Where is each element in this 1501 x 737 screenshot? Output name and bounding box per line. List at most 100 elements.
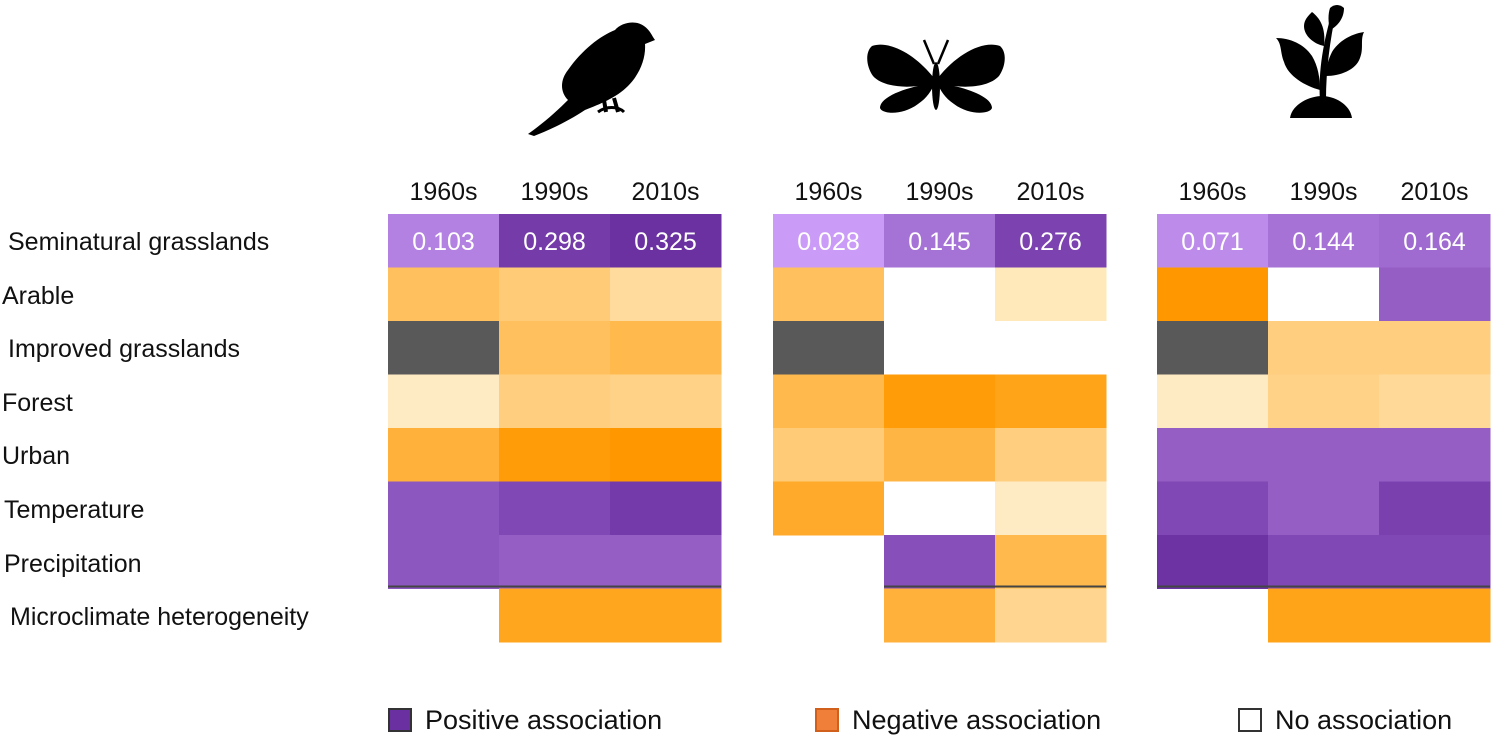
row-label-seminatural-grasslands: Seminatural grasslands — [8, 228, 270, 256]
birds-cell-2-0 — [388, 321, 500, 375]
plants-cell-0-2 — [1379, 214, 1491, 268]
plants-header-2010s: 2010s — [1400, 178, 1468, 206]
bird-icon — [528, 22, 655, 136]
birds-cell-3-2 — [610, 374, 722, 429]
plants-cell-6-1 — [1268, 535, 1380, 589]
birds-header-2010s: 2010s — [631, 178, 699, 206]
plants-cell-7-1 — [1268, 588, 1380, 643]
plants-cell-3-1 — [1268, 374, 1380, 429]
plants-cell-6-0 — [1157, 535, 1269, 589]
plants-cell-5-1 — [1268, 481, 1380, 536]
legend-label-none: No association — [1275, 704, 1453, 735]
plants-cell-7-2 — [1379, 588, 1491, 643]
plants-cell-label-0-1: 0.144 — [1292, 228, 1355, 256]
butterflies-cell-2-2 — [995, 321, 1107, 375]
row-label-temperature: Temperature — [4, 496, 145, 524]
plants-header-1960s: 1960s — [1178, 178, 1246, 206]
butterflies-header-1990s: 1990s — [905, 178, 973, 206]
birds-cell-3-1 — [499, 374, 611, 429]
legend-label-negative: Negative association — [852, 704, 1102, 735]
row-label-urban: Urban — [2, 442, 71, 470]
row-label-precipitation: Precipitation — [4, 550, 142, 578]
row-label-forest: Forest — [2, 389, 73, 417]
butterflies-cell-7-1 — [884, 588, 996, 643]
plants-cell-6-2 — [1379, 535, 1491, 589]
butterflies-cell-4-2 — [995, 428, 1107, 482]
legend-negative: Negative association — [815, 704, 1101, 736]
row-label-improved-grasslands: Improved grasslands — [8, 335, 241, 363]
row-label-arable: Arable — [2, 282, 75, 310]
butterflies-cell-3-0 — [773, 374, 885, 429]
butterfly-icon — [867, 39, 1005, 113]
plants-cell-1-0 — [1157, 267, 1269, 322]
legend-none: No association — [1238, 704, 1452, 736]
plants-cell-0-0 — [1157, 214, 1269, 268]
plant-icon — [1276, 5, 1364, 118]
birds-cell-1-2 — [610, 267, 722, 322]
legend-swatch-none — [1238, 708, 1262, 732]
legend-positive: Positive association — [388, 704, 662, 736]
birds-cell-0-2 — [610, 214, 722, 268]
birds-cell-label-0-2: 0.325 — [634, 228, 697, 256]
plants-cell-2-0 — [1157, 321, 1269, 375]
butterflies-cell-3-2 — [995, 374, 1107, 429]
butterflies-header-2010s: 2010s — [1016, 178, 1084, 206]
plants-cell-5-0 — [1157, 481, 1269, 536]
butterflies-cell-6-1 — [884, 535, 996, 589]
birds-cell-4-2 — [610, 428, 722, 482]
birds-cell-1-1 — [499, 267, 611, 322]
birds-cell-4-1 — [499, 428, 611, 482]
plants-cell-4-2 — [1379, 428, 1491, 482]
birds-cell-6-1 — [499, 535, 611, 589]
butterflies-cell-0-2 — [995, 214, 1107, 268]
butterflies-cell-label-0-2: 0.276 — [1019, 228, 1082, 256]
butterflies-cell-4-1 — [884, 428, 996, 482]
plants-cell-3-2 — [1379, 374, 1491, 429]
butterflies-cell-1-0 — [773, 267, 885, 322]
butterflies-cell-label-0-0: 0.028 — [797, 228, 860, 256]
birds-cell-0-0 — [388, 214, 500, 268]
birds-cell-5-2 — [610, 481, 722, 536]
birds-cell-0-1 — [499, 214, 611, 268]
plants-cell-label-0-0: 0.071 — [1181, 228, 1244, 256]
birds-cell-5-1 — [499, 481, 611, 536]
birds-cell-6-2 — [610, 535, 722, 589]
butterflies-cell-4-0 — [773, 428, 885, 482]
butterflies-cell-5-2 — [995, 481, 1107, 536]
butterflies-cell-3-1 — [884, 374, 996, 429]
plants-cell-label-0-2: 0.164 — [1403, 228, 1466, 256]
plants-cell-4-1 — [1268, 428, 1380, 482]
birds-cell-1-0 — [388, 267, 500, 322]
butterflies-header-1960s: 1960s — [794, 178, 862, 206]
birds-cell-label-0-1: 0.298 — [523, 228, 586, 256]
birds-header-1960s: 1960s — [409, 178, 477, 206]
birds-cell-6-0 — [388, 535, 500, 589]
row-label-microclimate-heterogeneity: Microclimate heterogeneity — [10, 603, 309, 631]
butterflies-cell-0-0 — [773, 214, 885, 268]
plants-header-1990s: 1990s — [1289, 178, 1357, 206]
birds-cell-label-0-0: 0.103 — [412, 228, 475, 256]
birds-cell-5-0 — [388, 481, 500, 536]
butterflies-cell-1-2 — [995, 267, 1107, 322]
birds-cell-2-2 — [610, 321, 722, 375]
plants-cell-0-1 — [1268, 214, 1380, 268]
plants-cell-2-2 — [1379, 321, 1491, 375]
butterflies-cell-6-2 — [995, 535, 1107, 589]
plants-cell-1-1 — [1268, 267, 1380, 322]
butterflies-cell-2-0 — [773, 321, 885, 375]
legend-swatch-negative — [815, 708, 839, 732]
birds-cell-3-0 — [388, 374, 500, 429]
birds-cell-4-0 — [388, 428, 500, 482]
butterflies-cell-0-1 — [884, 214, 996, 268]
butterflies-cell-5-0 — [773, 481, 885, 536]
heatmap-chart: 1960s 1990s 2010s 0.103 0.298 0.325 1960s 1990s… — [388, 5, 1491, 643]
plants-cell-3-0 — [1157, 374, 1269, 429]
plants-cell-4-0 — [1157, 428, 1269, 482]
legend-swatch-positive — [388, 708, 412, 732]
butterflies-cell-5-1 — [884, 481, 996, 536]
butterflies-cell-7-2 — [995, 588, 1107, 643]
plants-cell-5-2 — [1379, 481, 1491, 536]
butterflies-cell-2-1 — [884, 321, 996, 375]
butterflies-cell-label-0-1: 0.145 — [908, 228, 971, 256]
